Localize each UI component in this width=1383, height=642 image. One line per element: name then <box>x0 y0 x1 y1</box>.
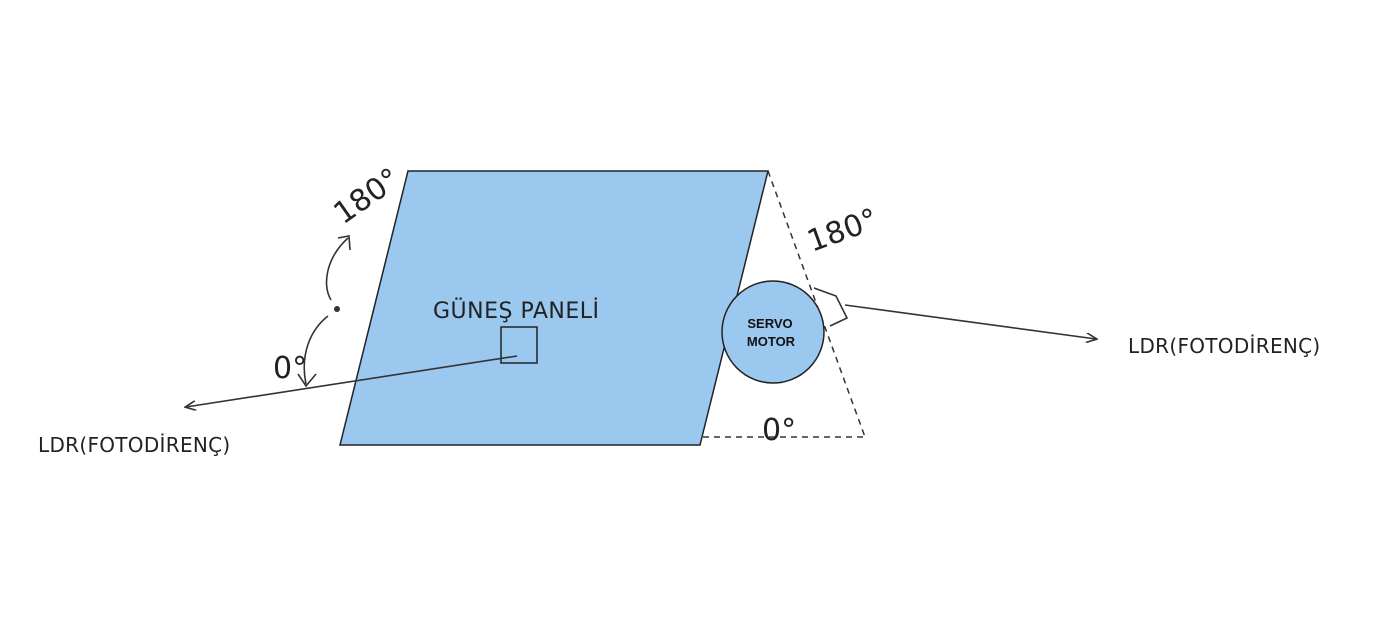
rotation-arrow-up-head <box>337 235 351 251</box>
angle-left-bottom: 0° <box>273 351 307 386</box>
panel-label: GÜNEŞ PANELİ <box>433 298 599 324</box>
ldr-right-label: LDR(FOTODİRENÇ) <box>1128 334 1321 358</box>
dashed-support-slope <box>767 170 866 438</box>
rotation-arrow-up <box>325 237 349 301</box>
ldr-sensor-left <box>500 326 538 364</box>
solar-panel <box>339 170 769 446</box>
rotation-arrow-down-head <box>297 373 317 388</box>
angle-right-bottom: 0° <box>762 413 796 448</box>
rotation-arrow-down <box>303 315 329 385</box>
rotation-pivot-dot <box>334 306 340 312</box>
servo-label-line2: MOTOR <box>747 334 796 349</box>
ldr-sensor-right <box>813 287 849 327</box>
ldr-left-label: LDR(FOTODİRENÇ) <box>38 433 231 457</box>
servo-motor <box>721 280 825 384</box>
angle-right-top: 180° <box>803 202 883 260</box>
servo-label-line1: SERVO <box>747 316 792 331</box>
ldr-left-arrow <box>186 355 518 407</box>
ldr-right-arrow <box>844 304 1096 339</box>
